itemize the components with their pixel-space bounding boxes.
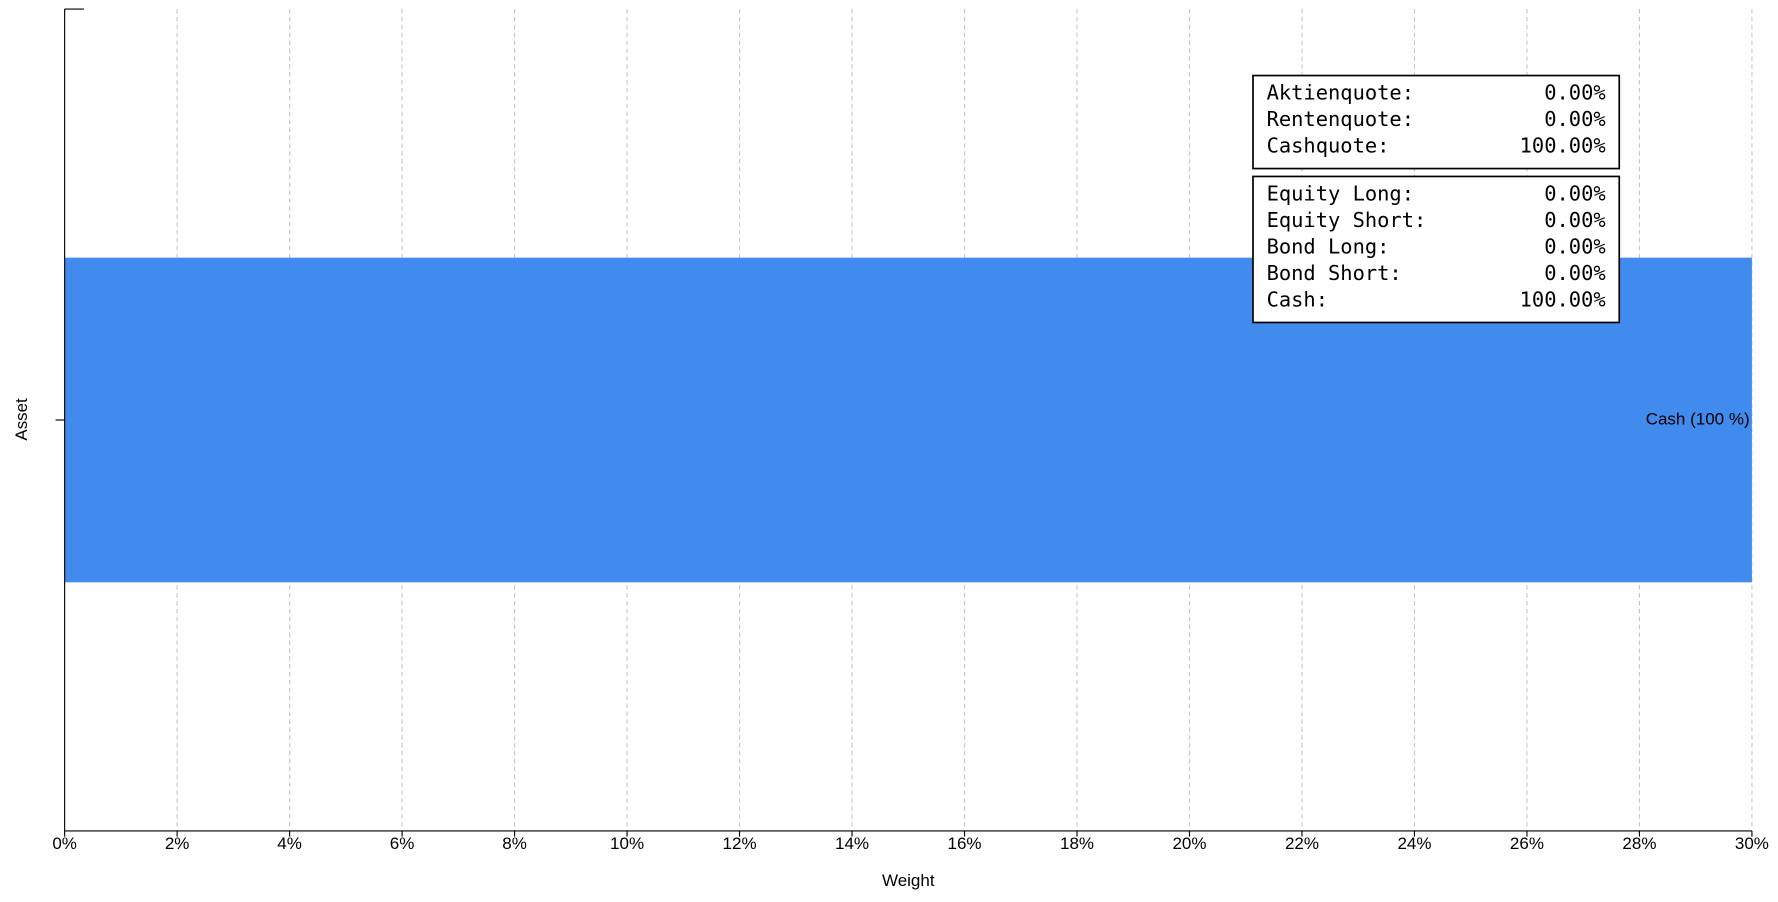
x-tick-label: 8% <box>502 834 527 853</box>
x-tick-label: 24% <box>1397 834 1431 853</box>
info-value: 100.00% <box>1520 288 1606 312</box>
info-value: 0.00% <box>1544 208 1605 232</box>
info-label: Cash: <box>1267 288 1328 312</box>
info-value: 0.00% <box>1544 81 1605 105</box>
info-label: Bond Long: <box>1267 235 1390 259</box>
info-label: Bond Short: <box>1267 261 1402 285</box>
x-tick-label: 26% <box>1510 834 1544 853</box>
x-tick-label: 30% <box>1735 834 1769 853</box>
x-tick-label: 0% <box>52 834 77 853</box>
info-label: Aktienquote: <box>1267 81 1414 105</box>
x-tick-label: 22% <box>1285 834 1319 853</box>
info-label: Equity Short: <box>1267 208 1427 232</box>
info-value: 100.00% <box>1520 134 1606 158</box>
info-value: 0.00% <box>1544 261 1605 285</box>
y-axis-label: Asset <box>12 398 31 441</box>
x-tick-label: 20% <box>1172 834 1206 853</box>
x-tick-label: 10% <box>610 834 644 853</box>
x-tick-label: 4% <box>277 834 302 853</box>
info-value: 0.00% <box>1544 107 1605 131</box>
info-box <box>1252 74 1621 170</box>
x-tick-label: 6% <box>390 834 415 853</box>
info-label: Equity Long: <box>1267 182 1414 206</box>
info-label: Cashquote: <box>1267 134 1390 158</box>
x-tick-label: 16% <box>948 834 982 853</box>
x-tick-label: 2% <box>165 834 190 853</box>
info-label: Rentenquote: <box>1267 107 1414 131</box>
info-box <box>1252 175 1621 324</box>
info-value: 0.00% <box>1544 235 1605 259</box>
x-axis-label: Weight <box>882 871 935 890</box>
x-tick-label: 18% <box>1060 834 1094 853</box>
x-tick-label: 14% <box>835 834 869 853</box>
info-value: 0.00% <box>1544 182 1605 206</box>
x-tick-label: 12% <box>723 834 757 853</box>
x-tick-label: 28% <box>1622 834 1656 853</box>
data-label: Cash (100 %) <box>1646 410 1750 429</box>
axes: 0% 2% 4% 6% 8% 10% 12% 14% 16% 18% 20% 22% 24% 26% 28%… <box>52 8 1769 853</box>
